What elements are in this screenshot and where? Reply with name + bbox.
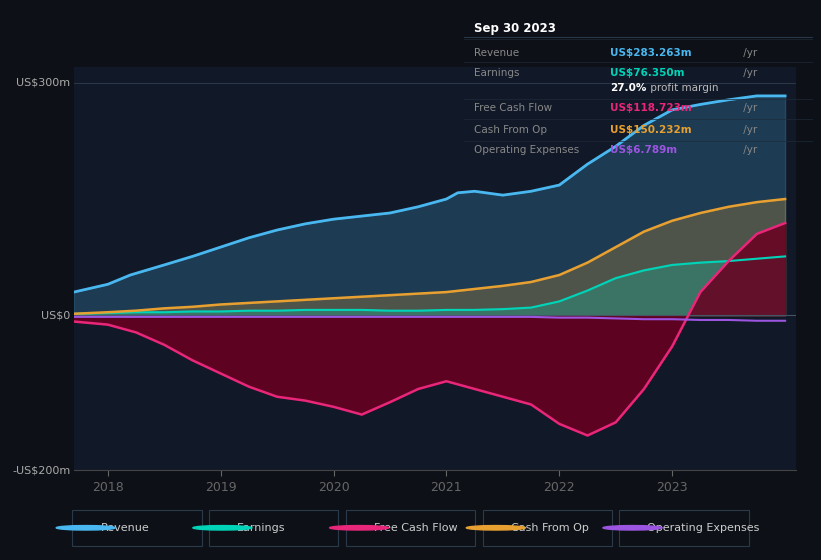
- Text: US$0: US$0: [41, 310, 71, 320]
- Text: US$118.723m: US$118.723m: [610, 103, 692, 113]
- Text: Sep 30 2023: Sep 30 2023: [475, 22, 556, 35]
- Text: 27.0%: 27.0%: [610, 83, 647, 93]
- Circle shape: [329, 525, 388, 530]
- Text: Free Cash Flow: Free Cash Flow: [374, 523, 457, 533]
- Text: /yr: /yr: [740, 48, 757, 58]
- FancyBboxPatch shape: [483, 510, 612, 546]
- Circle shape: [56, 525, 115, 530]
- FancyBboxPatch shape: [346, 510, 475, 546]
- Text: Earnings: Earnings: [237, 523, 286, 533]
- Text: /yr: /yr: [740, 125, 757, 135]
- Text: /yr: /yr: [740, 145, 757, 155]
- Text: Cash From Op: Cash From Op: [511, 523, 589, 533]
- Text: Free Cash Flow: Free Cash Flow: [475, 103, 553, 113]
- FancyBboxPatch shape: [619, 510, 749, 546]
- Text: /yr: /yr: [740, 103, 757, 113]
- Text: US$300m: US$300m: [16, 78, 71, 88]
- Text: US$6.789m: US$6.789m: [610, 145, 677, 155]
- Text: /yr: /yr: [740, 68, 757, 78]
- Circle shape: [466, 525, 525, 530]
- Text: Cash From Op: Cash From Op: [475, 125, 548, 135]
- Text: Operating Expenses: Operating Expenses: [475, 145, 580, 155]
- Circle shape: [193, 525, 252, 530]
- Text: Revenue: Revenue: [100, 523, 149, 533]
- Text: -US$200m: -US$200m: [12, 465, 71, 475]
- Text: Operating Expenses: Operating Expenses: [647, 523, 759, 533]
- Circle shape: [603, 525, 662, 530]
- Text: US$76.350m: US$76.350m: [610, 68, 685, 78]
- FancyBboxPatch shape: [209, 510, 338, 546]
- Text: Earnings: Earnings: [475, 68, 520, 78]
- FancyBboxPatch shape: [72, 510, 202, 546]
- Text: US$150.232m: US$150.232m: [610, 125, 692, 135]
- Text: profit margin: profit margin: [647, 83, 718, 93]
- Text: US$283.263m: US$283.263m: [610, 48, 692, 58]
- Text: Revenue: Revenue: [475, 48, 520, 58]
